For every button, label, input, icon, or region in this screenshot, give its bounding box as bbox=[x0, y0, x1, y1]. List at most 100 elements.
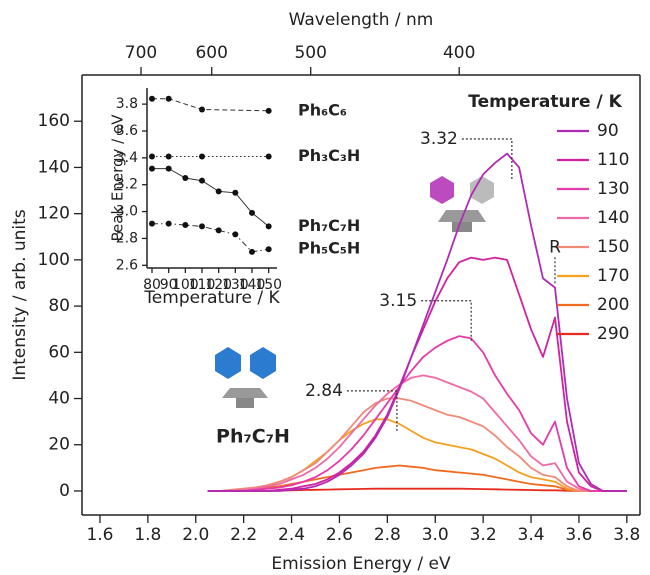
inset-point bbox=[199, 177, 205, 184]
annotation-leader bbox=[346, 390, 398, 431]
inset-point bbox=[232, 231, 239, 238]
annotation: 3.15 bbox=[379, 291, 417, 311]
x-tick-label: 120 bbox=[205, 277, 232, 293]
annotation: 3.32 bbox=[420, 129, 458, 149]
legend-label: 110 bbox=[597, 150, 629, 170]
y-tick-label: 60 bbox=[48, 342, 70, 362]
legend-label: 290 bbox=[597, 324, 629, 344]
annotation: R bbox=[549, 237, 561, 257]
y-tick-label: 100 bbox=[38, 250, 70, 270]
top-tick-label: 700 bbox=[125, 43, 157, 63]
inset-line bbox=[152, 223, 269, 253]
legend-label: 170 bbox=[597, 266, 629, 286]
x-tick-label: 1.8 bbox=[134, 525, 161, 545]
y-tick-label: 120 bbox=[38, 204, 70, 224]
inset-point bbox=[149, 153, 155, 160]
inset-point bbox=[265, 153, 272, 160]
y-tick-label: 140 bbox=[38, 157, 70, 177]
legend-title: Temperature / K bbox=[468, 92, 622, 112]
y-tick-label: 2.6 bbox=[116, 257, 138, 273]
y-tick-label: 3.8 bbox=[116, 96, 138, 112]
inset-point bbox=[165, 95, 172, 102]
inset-line bbox=[152, 168, 270, 227]
x-tick-label: 2.2 bbox=[230, 525, 257, 545]
x-tick-label: 3.4 bbox=[518, 525, 545, 545]
y-tick-label: 3.2 bbox=[116, 177, 138, 193]
inset-point bbox=[265, 223, 272, 230]
legend-label: 130 bbox=[597, 179, 629, 199]
inset-line bbox=[152, 98, 269, 112]
y-tick-label: 3.0 bbox=[116, 204, 138, 220]
inset-point bbox=[149, 165, 155, 172]
inset-point bbox=[265, 107, 272, 114]
molecule-icon bbox=[215, 347, 276, 408]
y-tick-label: 20 bbox=[48, 435, 70, 455]
x-tick-label: 110 bbox=[189, 277, 216, 293]
x-tick-label: 3.2 bbox=[470, 525, 497, 545]
x-tick-label: 90 bbox=[160, 277, 178, 293]
spectrum-line bbox=[207, 464, 627, 492]
x-tick-label: 3.0 bbox=[422, 525, 449, 545]
top-tick-label: 400 bbox=[443, 43, 475, 63]
inset-point bbox=[232, 189, 239, 196]
x-axis-title: Emission Energy / eV bbox=[271, 554, 451, 574]
inset-point bbox=[149, 220, 155, 227]
inset-point bbox=[249, 209, 255, 216]
spectrum-line bbox=[207, 374, 627, 492]
inset-point bbox=[199, 223, 205, 230]
inset-series-label: Ph₅C₅H bbox=[298, 239, 360, 258]
inset-point bbox=[265, 246, 272, 253]
x-tick-label: 1.6 bbox=[86, 525, 113, 545]
top-axis-title: Wavelength / nm bbox=[289, 10, 434, 30]
inset-point bbox=[199, 106, 205, 113]
x-tick-label: 2.8 bbox=[374, 525, 401, 545]
x-tick-label: 2.6 bbox=[326, 525, 353, 545]
top-tick-label: 600 bbox=[195, 43, 227, 63]
y-tick-label: 40 bbox=[48, 389, 70, 409]
x-tick-label: 150 bbox=[255, 277, 282, 293]
y-tick-label: 3.6 bbox=[116, 123, 138, 139]
x-tick-label: 130 bbox=[222, 277, 249, 293]
y-tick-label: 80 bbox=[48, 296, 70, 316]
spectrum-line bbox=[207, 335, 627, 492]
x-tick-label: 2.4 bbox=[278, 525, 305, 545]
inset-series-label: Ph₇C₇H bbox=[298, 216, 360, 235]
x-tick-label: 3.6 bbox=[565, 525, 592, 545]
y-tick-label: 2.8 bbox=[116, 230, 138, 246]
y-tick-label: 3.4 bbox=[116, 150, 138, 166]
inset-point bbox=[149, 95, 155, 102]
inset-point bbox=[249, 248, 255, 255]
annotation-leader bbox=[461, 138, 513, 179]
inset-point bbox=[182, 175, 189, 181]
inset-series-label: Ph₆C₆ bbox=[298, 100, 347, 119]
inset-x-axis-title: Temperature / K bbox=[143, 288, 280, 308]
spectrum-line bbox=[207, 397, 627, 492]
x-tick-label: 80 bbox=[143, 277, 161, 293]
x-tick-label: 3.8 bbox=[613, 525, 640, 545]
inset-series-label: Ph₃C₃H bbox=[298, 146, 360, 165]
inset-point bbox=[215, 188, 222, 195]
inset-point bbox=[182, 222, 189, 229]
y-axis-title: Intensity / arb. units bbox=[10, 209, 30, 380]
y-tick-label: 160 bbox=[38, 111, 70, 131]
annotation-leader bbox=[421, 300, 472, 341]
y-tick-label: 0 bbox=[59, 481, 70, 501]
top-tick-label: 500 bbox=[294, 43, 326, 63]
inset-y-axis-title: Peak Energy / eV bbox=[109, 114, 127, 242]
legend-label: 90 bbox=[597, 121, 619, 141]
inset-point bbox=[215, 227, 222, 234]
x-tick-label: 2.0 bbox=[182, 525, 209, 545]
molecule-label: Ph₇C₇H bbox=[216, 426, 290, 448]
x-tick-label: 140 bbox=[239, 277, 266, 293]
inset-point bbox=[165, 153, 172, 160]
x-tick-label: 100 bbox=[172, 277, 199, 293]
legend-label: 150 bbox=[597, 237, 629, 257]
inset-point bbox=[165, 220, 172, 227]
molecule-icon bbox=[430, 176, 494, 232]
inset-point bbox=[199, 153, 205, 160]
annotation: 2.84 bbox=[305, 381, 343, 401]
legend-label: 200 bbox=[597, 295, 629, 315]
inset-point bbox=[165, 165, 172, 172]
legend-label: 140 bbox=[597, 208, 629, 228]
